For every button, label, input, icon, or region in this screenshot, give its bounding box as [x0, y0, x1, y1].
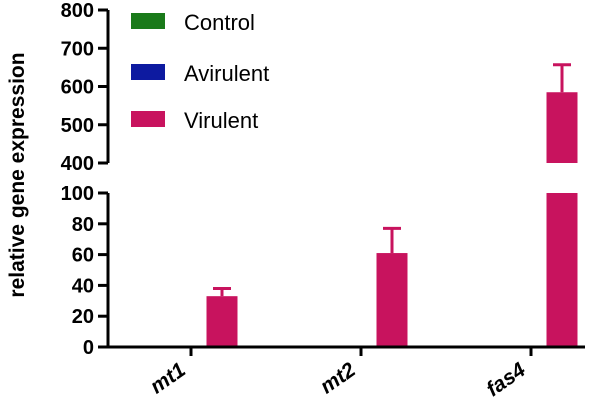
- x-axis: mt1 mt2 fas4: [107, 345, 585, 401]
- x-tick-label-fas4: fas4: [482, 358, 530, 401]
- bar-fas4-virulent-upper: [546, 92, 578, 163]
- y-upper-tick-label: 700: [61, 38, 94, 60]
- legend-label-avirulent: Avirulent: [184, 61, 269, 86]
- y-upper-tick-label: 600: [61, 77, 94, 99]
- y-lower-tick-label: 40: [72, 275, 94, 297]
- legend-label-control: Control: [184, 10, 255, 35]
- y-axis-label: relative gene expression: [6, 52, 29, 297]
- bars: [206, 63, 578, 347]
- y-lower-tick-label: 0: [83, 337, 94, 359]
- y-lower-tick-label: 20: [72, 306, 94, 328]
- legend: Control Avirulent Virulent: [131, 10, 269, 133]
- y-upper-tick-label: 500: [61, 115, 94, 137]
- y-lower-tick-label: 60: [72, 245, 94, 267]
- y-upper-tick-label: 400: [61, 153, 94, 175]
- x-tick-label-mt1: mt1: [146, 358, 190, 398]
- x-tick-label-mt2: mt2: [316, 358, 360, 398]
- legend-swatch-virulent: [131, 111, 165, 127]
- y-lower-tick-label: 100: [61, 183, 94, 205]
- bar-mt1-virulent: [206, 296, 238, 347]
- y-axis: 0 20 40 60 80 100 400 500 600 700 800: [61, 0, 110, 359]
- legend-swatch-control: [131, 13, 165, 29]
- y-upper-tick-label: 800: [61, 0, 94, 22]
- legend-swatch-avirulent: [131, 64, 165, 80]
- y-lower-tick-label: 80: [72, 214, 94, 236]
- bar-mt2-virulent: [376, 253, 408, 347]
- legend-label-virulent: Virulent: [184, 108, 258, 133]
- bar-fas4-virulent-lower: [546, 193, 578, 347]
